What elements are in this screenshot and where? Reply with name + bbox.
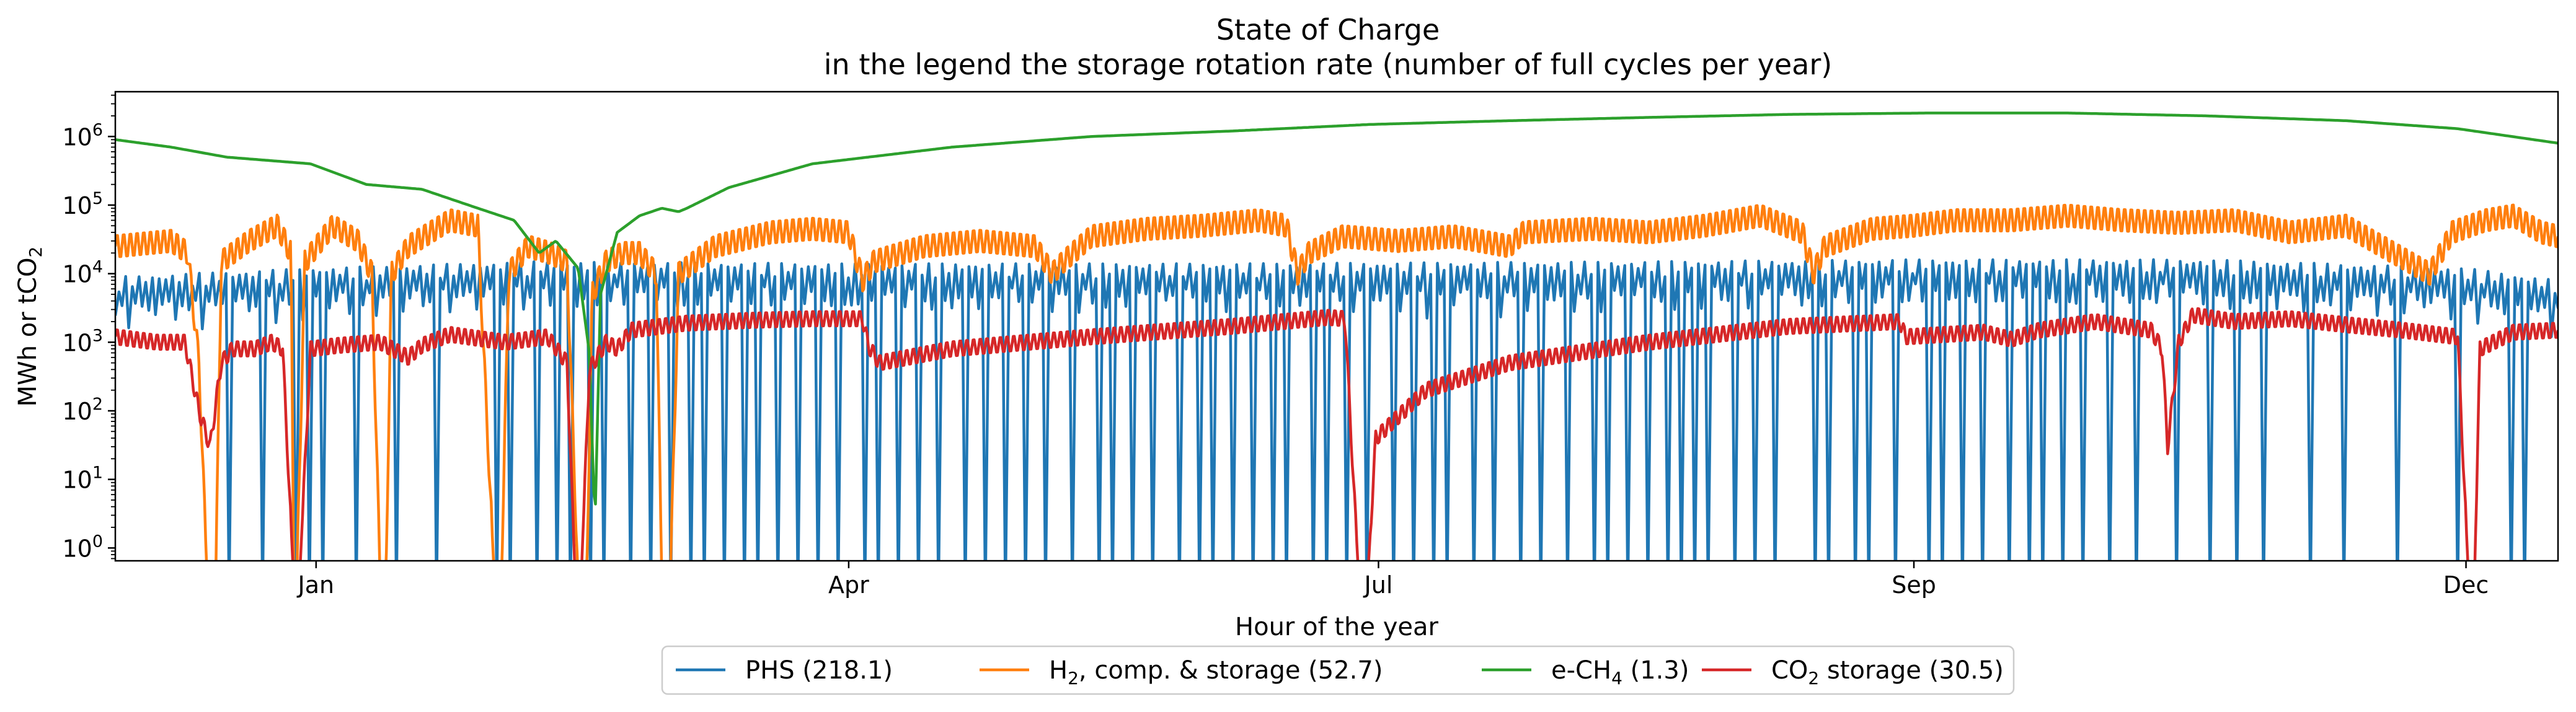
legend-item-ch4: e-CH4 (1.3) [1482, 656, 1689, 688]
series-line-co2 [115, 307, 2558, 561]
x-tick-label: Jan [297, 571, 335, 599]
series-layer [115, 112, 2558, 561]
axes-layer: Jan Apr Jul Sep Dec 100 101 102 103 104 105 106 [62, 94, 2489, 599]
x-axis-label: Hour of the year [1235, 613, 1438, 641]
legend-item-co2: CO2 storage (30.5) [1702, 656, 2004, 688]
legend-item-h2: H2, comp. & storage (52.7) [980, 656, 1383, 688]
y-tick-label: 104 [62, 258, 103, 288]
y-tick-label: 106 [62, 120, 103, 151]
y-tick-label: 103 [62, 326, 103, 356]
x-tick-label: Sep [1892, 571, 1936, 599]
x-tick-label: Apr [828, 571, 869, 599]
y-tick-label: 105 [62, 189, 103, 219]
series-line-ch4 [115, 112, 2558, 506]
chart-subtitle: in the legend the storage rotation rate … [824, 48, 1832, 81]
legend-label: PHS (218.1) [745, 656, 893, 685]
x-tick-label: Dec [2443, 571, 2489, 599]
series-line-h2 [115, 203, 2558, 561]
legend-label: e-CH4 (1.3) [1551, 656, 1689, 688]
plot-frame [114, 90, 2559, 562]
legend-item-phs: PHS (218.1) [676, 656, 893, 685]
y-tick-label: 101 [62, 464, 103, 494]
y-axis-label: MWh or tCO2 [14, 247, 46, 407]
legend-label: H2, comp. & storage (52.7) [1049, 656, 1383, 688]
y-tick-label: 102 [62, 395, 103, 425]
x-tick-label: Jul [1363, 571, 1393, 599]
series-line-phs [115, 258, 2558, 561]
legend-label: CO2 storage (30.5) [1771, 656, 2004, 688]
y-tick-label: 100 [62, 532, 103, 562]
legend: PHS (218.1) H2, comp. & storage (52.7) e-C… [661, 645, 2015, 695]
chart-title: State of Charge [1216, 13, 1440, 46]
legend-frame [661, 645, 2015, 695]
